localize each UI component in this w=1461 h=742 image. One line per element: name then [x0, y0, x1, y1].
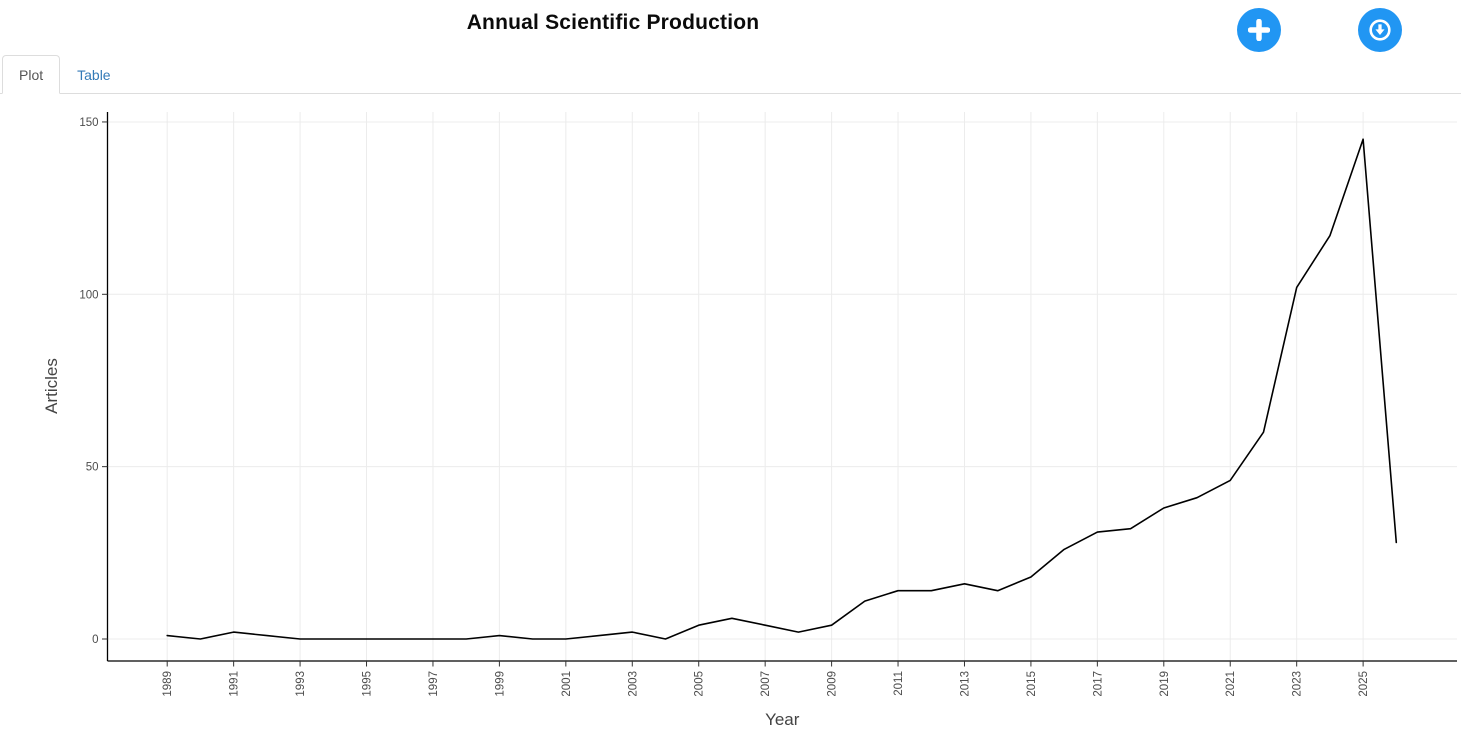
page-title: Annual Scientific Production: [466, 11, 760, 34]
svg-text:1995: 1995: [362, 671, 374, 697]
svg-text:1989: 1989: [162, 671, 174, 697]
svg-text:50: 50: [86, 462, 99, 474]
x-tick-labels: 1989 1991 1993 1995 1997 1999 2001 2003 2005 2007…: [162, 671, 1370, 697]
svg-text:2021: 2021: [1225, 671, 1237, 697]
svg-text:1991: 1991: [229, 671, 241, 697]
svg-text:2015: 2015: [1026, 671, 1038, 697]
tab-table[interactable]: Table: [77, 67, 111, 83]
plus-icon: [1248, 19, 1270, 41]
download-button[interactable]: [1358, 8, 1402, 52]
svg-text:2007: 2007: [760, 671, 772, 697]
y-tick-labels: 0 50 100 150: [79, 117, 98, 646]
axis-titles: Year Articles: [42, 358, 800, 729]
svg-text:2019: 2019: [1159, 671, 1171, 697]
svg-text:2023: 2023: [1292, 671, 1304, 697]
svg-text:2005: 2005: [694, 671, 706, 697]
chart-area: 0 50 100 150 1989 1991 1993 1995 1997 1999 2001 200…: [0, 95, 1461, 737]
tab-plot[interactable]: Plot: [2, 55, 61, 94]
svg-text:2001: 2001: [561, 671, 573, 697]
axis-ticks: [102, 121, 1364, 667]
articles-series-line: [166, 138, 1398, 640]
annual-production-line-chart: 0 50 100 150 1989 1991 1993 1995 1997 1999 2001 200…: [42, 112, 1457, 729]
svg-text:2025: 2025: [1358, 671, 1370, 697]
svg-text:2017: 2017: [1092, 671, 1104, 697]
svg-text:1999: 1999: [494, 671, 506, 697]
svg-text:2013: 2013: [959, 671, 971, 697]
download-circle-icon: [1367, 17, 1393, 43]
svg-text:2003: 2003: [627, 671, 639, 697]
svg-text:150: 150: [79, 117, 98, 129]
x-axis-title: Year: [765, 710, 800, 729]
y-axis-title: Articles: [42, 358, 61, 414]
svg-text:100: 100: [79, 289, 98, 301]
axes: [106, 112, 1457, 662]
svg-text:2011: 2011: [893, 671, 905, 696]
svg-text:2009: 2009: [827, 671, 839, 697]
tab-bar: Plot Table: [0, 55, 1461, 94]
svg-text:1993: 1993: [295, 671, 307, 697]
add-button[interactable]: [1237, 8, 1281, 52]
gridlines: [107, 112, 1457, 661]
svg-text:1997: 1997: [428, 671, 440, 697]
header: Annual Scientific Production: [0, 0, 1461, 55]
svg-text:0: 0: [92, 634, 98, 646]
